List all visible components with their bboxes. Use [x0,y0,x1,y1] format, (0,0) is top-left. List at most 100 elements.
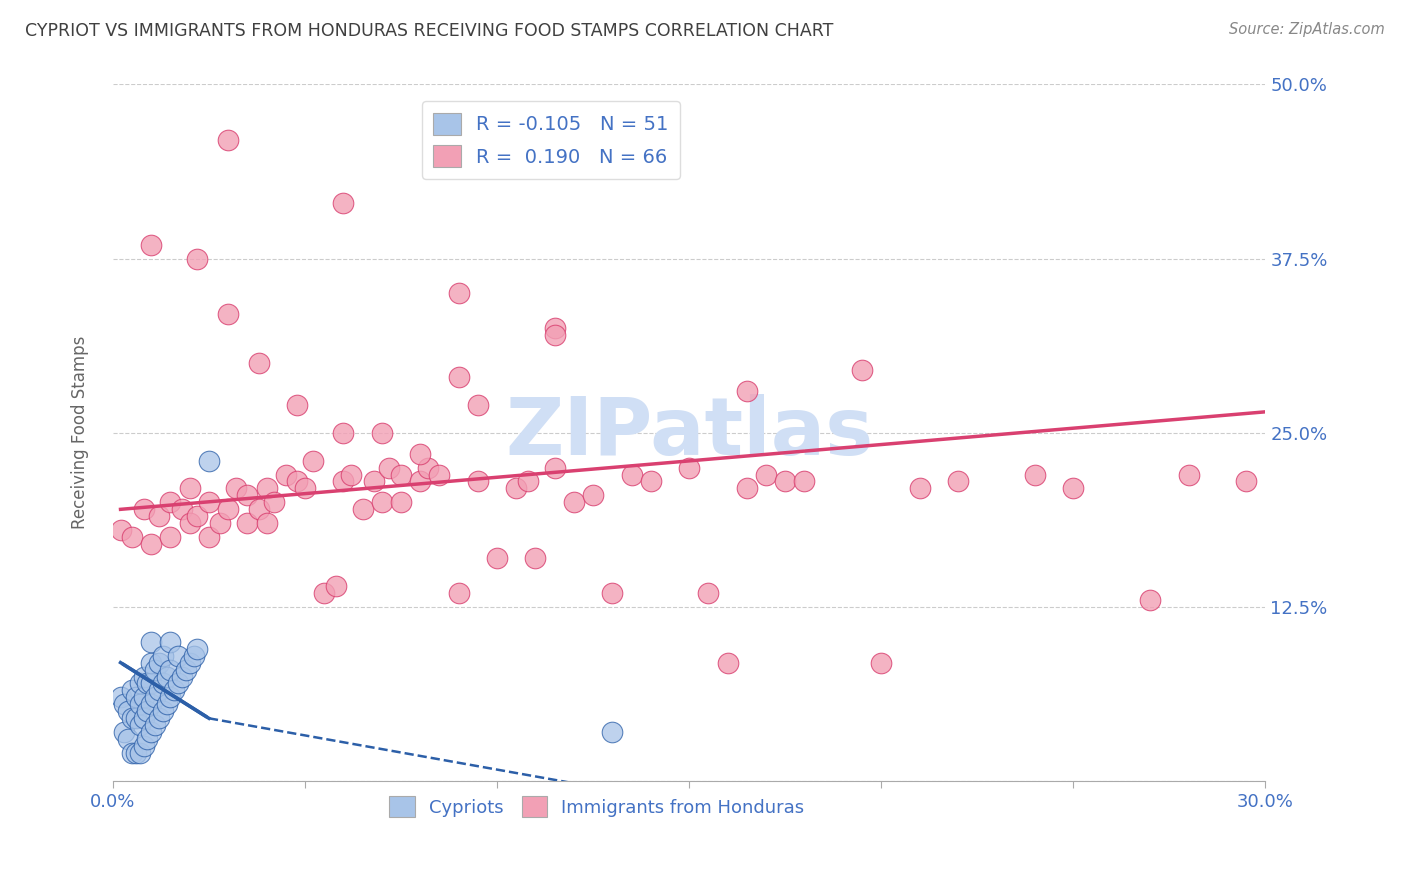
Point [141,676,163,690]
Point [678,460,700,475]
Point [179,656,201,670]
Point [132,711,155,725]
Point [198,530,221,544]
Point [152,704,174,718]
Point [148,711,170,725]
Point [128,676,150,690]
Point [447,586,470,600]
Point [198,453,221,467]
Point [285,398,308,412]
Point [363,475,385,489]
Point [371,425,394,440]
Point [946,475,969,489]
Point [582,488,605,502]
Point [217,502,239,516]
Point [544,460,567,475]
Y-axis label: Receiving Food Stamps: Receiving Food Stamps [72,336,89,530]
Point [735,384,758,398]
Point [486,551,509,566]
Point [132,502,155,516]
Point [447,286,470,301]
Point [325,579,347,593]
Point [186,252,208,266]
Text: Source: ZipAtlas.com: Source: ZipAtlas.com [1229,22,1385,37]
Point [389,467,412,482]
Point [121,711,143,725]
Point [620,467,643,482]
Point [447,370,470,384]
Point [112,698,135,712]
Point [301,453,323,467]
Point [143,718,166,732]
Point [908,482,931,496]
Point [121,683,143,698]
Point [128,698,150,712]
Point [186,641,208,656]
Point [544,328,567,343]
Point [163,683,186,698]
Point [602,586,624,600]
Point [755,467,778,482]
Point [1177,467,1199,482]
Point [263,495,285,509]
Point [132,669,155,683]
Point [179,482,201,496]
Point [110,690,132,705]
Point [132,690,155,705]
Point [225,482,247,496]
Point [125,690,148,705]
Point [132,739,155,754]
Point [340,467,363,482]
Point [1234,475,1257,489]
Point [378,460,401,475]
Point [640,475,662,489]
Point [285,475,308,489]
Point [167,676,190,690]
Point [183,648,205,663]
Point [773,475,796,489]
Point [516,475,538,489]
Point [544,321,567,335]
Point [256,516,278,531]
Point [332,425,354,440]
Point [1139,593,1161,607]
Point [148,656,170,670]
Point [128,746,150,760]
Point [170,502,193,516]
Text: ZIPatlas: ZIPatlas [505,393,873,472]
Point [1062,482,1084,496]
Point [156,698,179,712]
Point [141,634,163,648]
Point [524,551,547,566]
Point [186,509,208,524]
Point [409,447,432,461]
Point [209,516,232,531]
Point [793,475,815,489]
Point [117,704,139,718]
Point [179,516,201,531]
Text: CYPRIOT VS IMMIGRANTS FROM HONDURAS RECEIVING FOOD STAMPS CORRELATION CHART: CYPRIOT VS IMMIGRANTS FROM HONDURAS RECE… [25,22,834,40]
Point [467,475,489,489]
Point [247,356,270,370]
Point [125,711,148,725]
Point [121,746,143,760]
Point [416,460,439,475]
Point [136,732,159,747]
Point [159,495,181,509]
Point [117,732,139,747]
Point [174,663,197,677]
Point [294,482,316,496]
Point [429,467,451,482]
Point [141,237,163,252]
Point [136,704,159,718]
Point [851,363,873,377]
Point [170,669,193,683]
Point [141,537,163,551]
Point [198,495,221,509]
Point [716,656,738,670]
Point [332,195,354,210]
Legend: Cypriots, Immigrants from Honduras: Cypriots, Immigrants from Honduras [382,789,811,824]
Point [217,133,239,147]
Point [110,523,132,537]
Point [217,307,239,321]
